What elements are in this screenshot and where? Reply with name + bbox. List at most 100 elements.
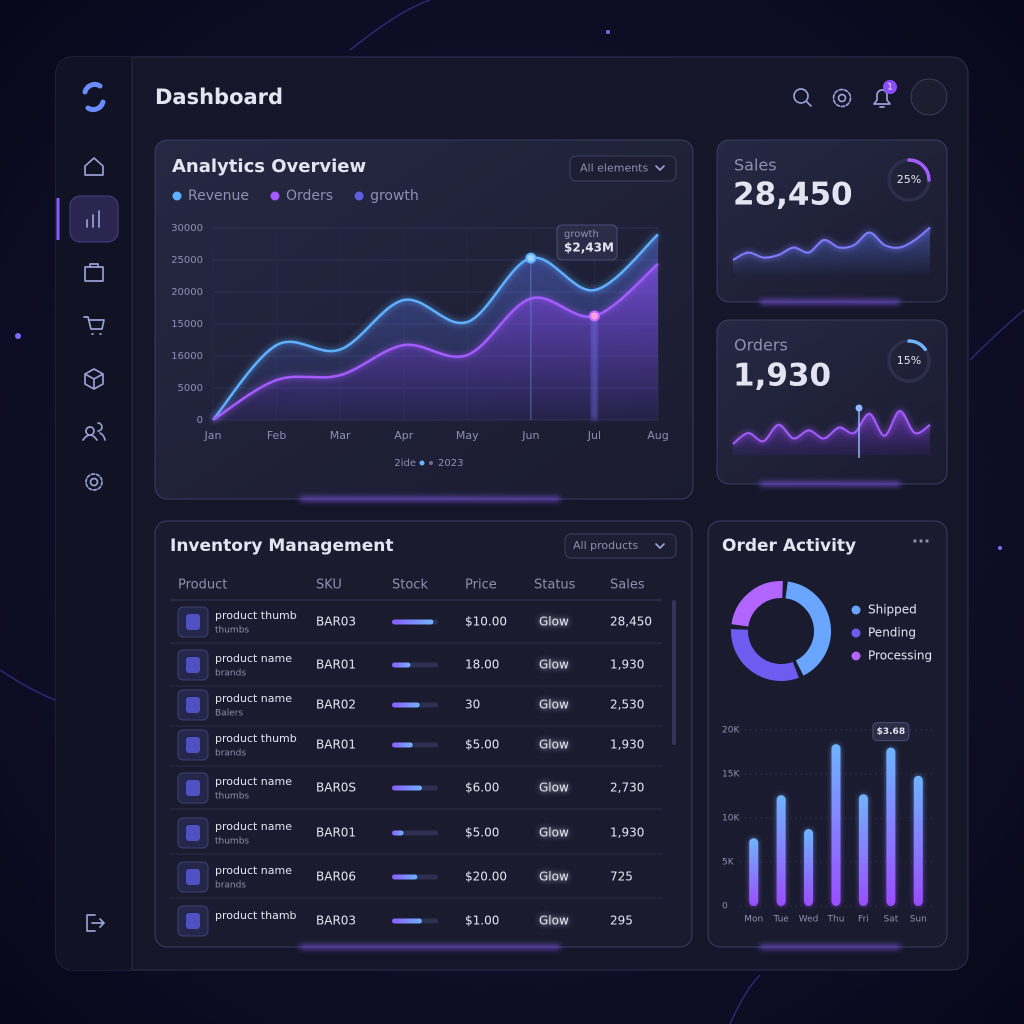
- status: Glow: [539, 914, 569, 928]
- product-name: product name: [215, 820, 292, 833]
- avatar[interactable]: [910, 78, 948, 116]
- nav-logout[interactable]: [86, 914, 105, 932]
- analytics-filter[interactable]: [569, 155, 677, 182]
- nav-cart[interactable]: [83, 316, 105, 335]
- status-glow: Glow: [539, 738, 569, 752]
- nav-box[interactable]: [84, 368, 104, 390]
- settings-button[interactable]: [837, 93, 847, 103]
- notifications-button[interactable]: [873, 89, 891, 108]
- x-tick-label: Mon: [744, 915, 763, 925]
- x-tick-label: Sat: [883, 915, 898, 925]
- sku: BAR02: [316, 698, 356, 712]
- bar: [749, 838, 759, 906]
- product-name: product thumb: [215, 609, 297, 622]
- product-thumb-icon: [186, 825, 200, 841]
- product-thumb-icon: [186, 737, 200, 753]
- scrollbar[interactable]: [672, 600, 676, 745]
- product-name: product name: [215, 775, 292, 788]
- product-thumb-icon: [186, 780, 200, 796]
- column-header: Price: [465, 578, 497, 593]
- status: Glow: [539, 698, 569, 712]
- progress-label: 25%: [897, 173, 921, 186]
- x-tick-label: Mar: [330, 429, 351, 442]
- product-thumb-icon: [186, 614, 200, 630]
- stock-bar: [392, 742, 413, 748]
- product-name: product thumb: [215, 732, 297, 745]
- y-tick-label: 0: [722, 902, 728, 912]
- sparkline-area: [733, 410, 930, 455]
- donut-segment: [731, 581, 783, 627]
- sales: 295: [610, 914, 633, 928]
- x-tick-label: Jan: [204, 429, 222, 442]
- point: [525, 252, 537, 264]
- nav-analytics[interactable]: [86, 210, 100, 228]
- status: Glow: [539, 658, 569, 672]
- legend-swatch: [354, 191, 364, 201]
- inventory-filter[interactable]: [564, 533, 677, 559]
- sku: BAR03: [316, 615, 356, 629]
- stock-bar: [392, 702, 420, 708]
- progress-label: 15%: [897, 354, 921, 367]
- status-glow: Glow: [539, 658, 569, 672]
- status: Glow: [539, 870, 569, 884]
- nav-settings[interactable]: [89, 477, 99, 487]
- nav-users[interactable]: [82, 422, 106, 441]
- legend-swatch: [851, 605, 861, 615]
- product-subtitle: brands: [215, 669, 246, 679]
- status-glow: Glow: [539, 826, 569, 840]
- bar: [858, 794, 868, 906]
- donut-segment: [731, 629, 799, 681]
- legend-swatch: [851, 628, 861, 638]
- legend-label: Revenue: [188, 188, 249, 204]
- sku: BAR01: [316, 658, 356, 672]
- product-subtitle: brands: [215, 881, 246, 891]
- y-tick-label: 10K: [722, 814, 740, 824]
- column-header: Stock: [392, 578, 428, 593]
- progress-arc: [907, 158, 931, 182]
- x-tick-label: May: [456, 429, 479, 442]
- more-menu[interactable]: ···: [912, 532, 930, 551]
- settings-ring: [832, 88, 852, 108]
- y-tick-label: 20000: [171, 287, 203, 298]
- nav-home[interactable]: [84, 157, 104, 176]
- product-thumb-icon: [186, 913, 200, 929]
- nav-briefcase[interactable]: [84, 263, 104, 282]
- stock-bar: [392, 662, 411, 668]
- legend-swatch: [172, 191, 182, 201]
- y-tick-label: 0: [197, 415, 203, 426]
- notification-badge: [883, 80, 897, 94]
- dropdown-chevron: [655, 543, 665, 549]
- status-glow: Glow: [539, 914, 569, 928]
- legend-swatch: [270, 191, 280, 201]
- product-name: product name: [215, 864, 292, 877]
- sku: BAR01: [316, 738, 356, 752]
- stock-bar: [392, 918, 422, 924]
- status: Glow: [539, 615, 569, 629]
- price: 18.00: [465, 658, 499, 672]
- legend-label: Orders: [286, 188, 333, 204]
- search-button[interactable]: [793, 88, 809, 104]
- background-spark: [15, 333, 21, 339]
- sales: 725: [610, 870, 633, 884]
- logo: [82, 82, 106, 112]
- sku: BAR0S: [316, 781, 356, 795]
- sales-value: 28,450: [733, 177, 853, 213]
- column-header: Status: [534, 578, 576, 593]
- bar: [831, 744, 841, 906]
- card-glow: [300, 300, 900, 949]
- tooltip: [872, 722, 910, 742]
- price: $6.00: [465, 781, 499, 795]
- sparkline: [732, 226, 931, 261]
- tooltip-value: $3.68: [877, 727, 905, 737]
- nav-active-bg: [69, 195, 119, 243]
- legend-label: Pending: [868, 626, 916, 640]
- x-tick-label: Jun: [521, 429, 539, 442]
- product-name: product thamb: [215, 909, 297, 922]
- stock-bar: [392, 785, 422, 791]
- x-tick-label: Jul: [587, 429, 601, 442]
- stock-bar: [392, 619, 434, 625]
- stock-bar: [392, 874, 418, 880]
